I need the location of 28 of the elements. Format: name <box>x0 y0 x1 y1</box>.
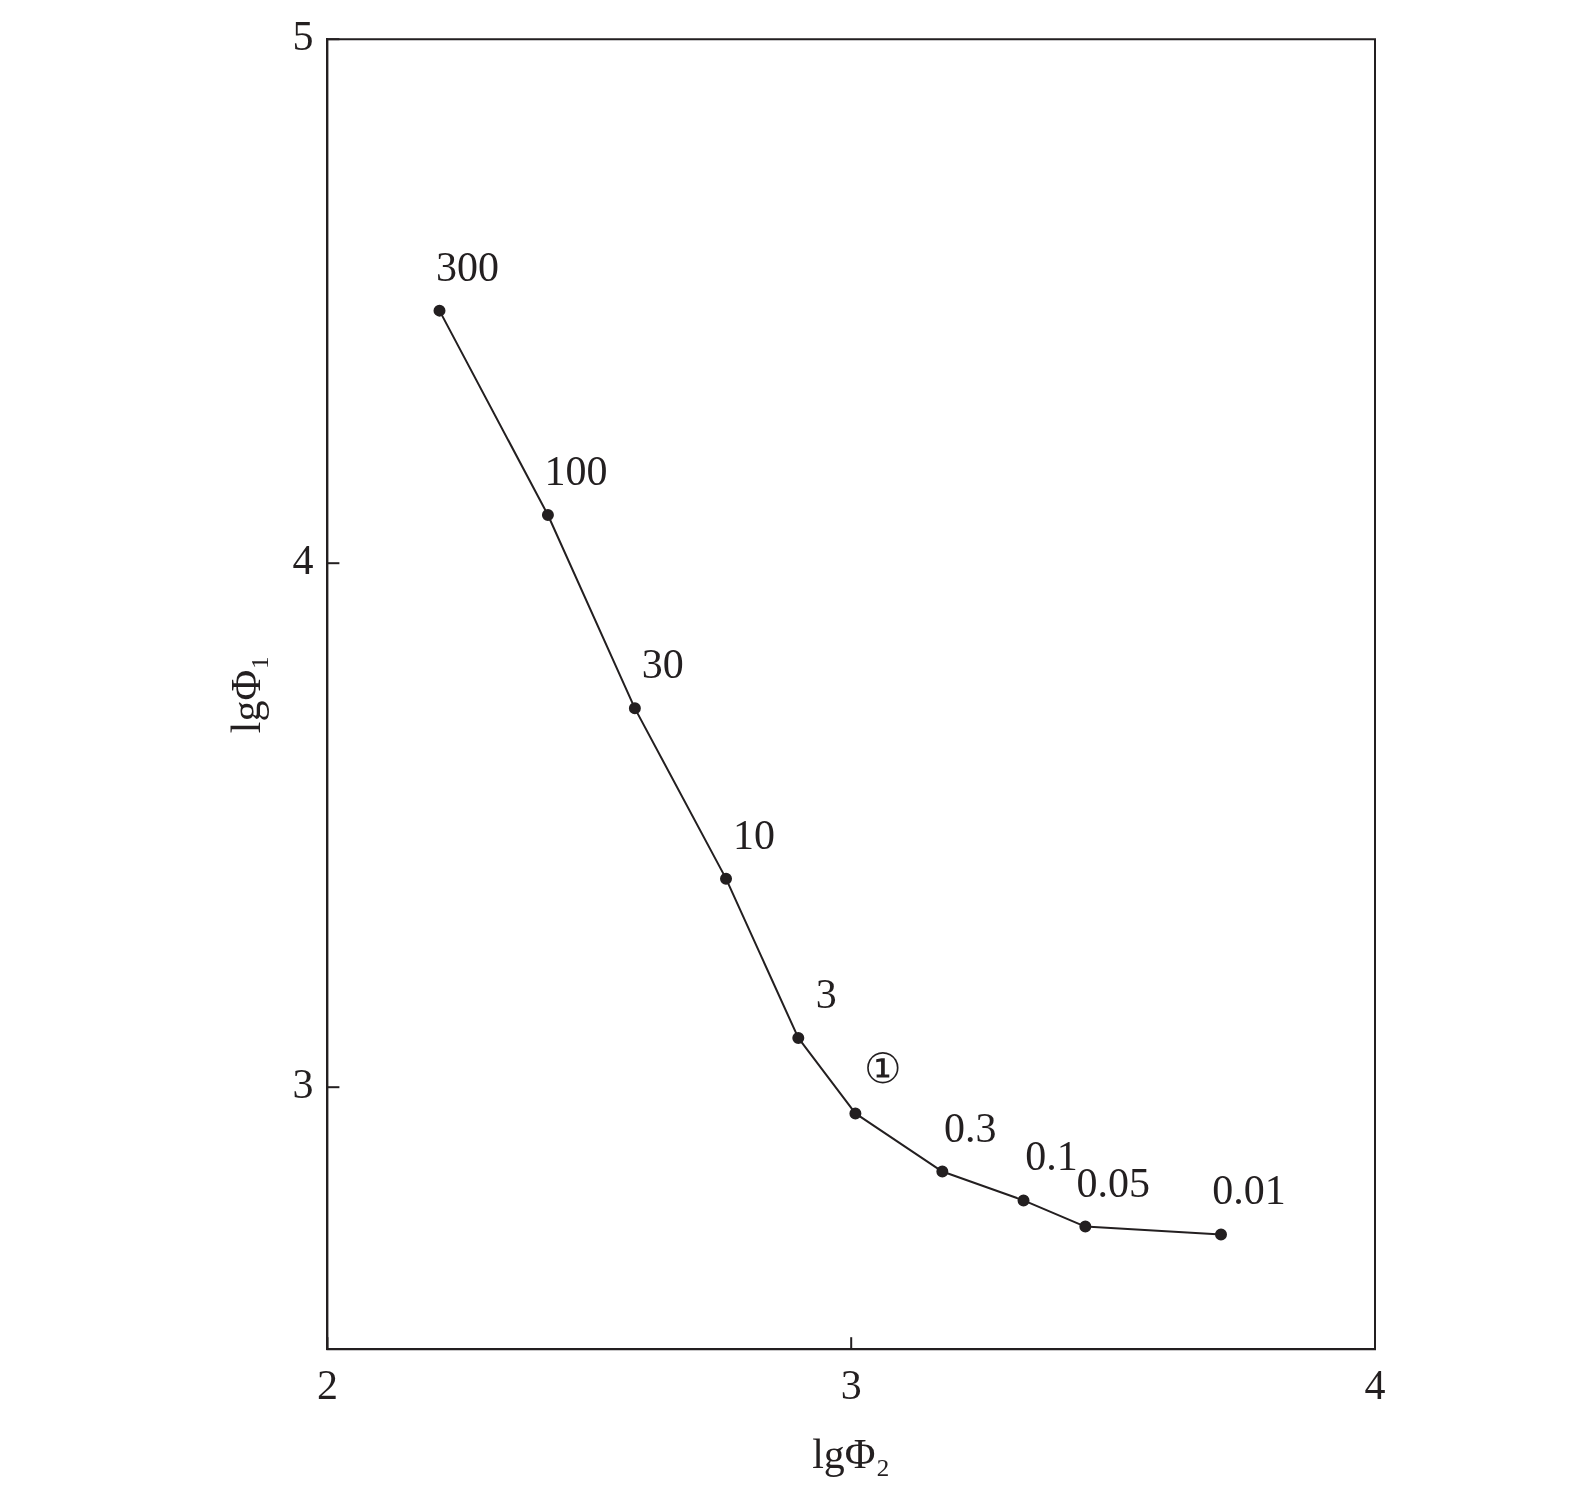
point <box>1079 1220 1092 1233</box>
annotation: ① <box>864 1046 903 1093</box>
y-tick-label: 3 <box>292 1061 314 1108</box>
annotation: 3 <box>815 970 837 1017</box>
annotation: 100 <box>544 447 608 494</box>
y-axis-title: lgΦ₁ <box>223 655 270 734</box>
point <box>936 1165 949 1178</box>
point <box>628 702 641 715</box>
point <box>1215 1228 1227 1241</box>
x-tick-label: 3 <box>840 1362 862 1409</box>
point <box>433 304 446 317</box>
point <box>541 508 554 521</box>
annotation: 300 <box>435 243 499 290</box>
annotation: 10 <box>733 811 776 858</box>
annotation: 0.1 <box>1025 1133 1078 1180</box>
annotation: 0.05 <box>1076 1159 1151 1206</box>
point <box>849 1107 862 1120</box>
x-tick-label: 4 <box>1364 1362 1386 1409</box>
x-axis-title: lgΦ₂ <box>812 1430 891 1477</box>
annotation: 30 <box>641 641 684 688</box>
point <box>792 1031 805 1044</box>
point <box>1017 1194 1030 1207</box>
point <box>720 872 733 885</box>
annotation: 0.3 <box>944 1104 997 1151</box>
x-tick-label: 2 <box>316 1362 338 1409</box>
annotation: 0.01 <box>1212 1167 1286 1214</box>
y-tick-label: 4 <box>292 537 314 584</box>
y-tick-label: 5 <box>292 13 314 60</box>
